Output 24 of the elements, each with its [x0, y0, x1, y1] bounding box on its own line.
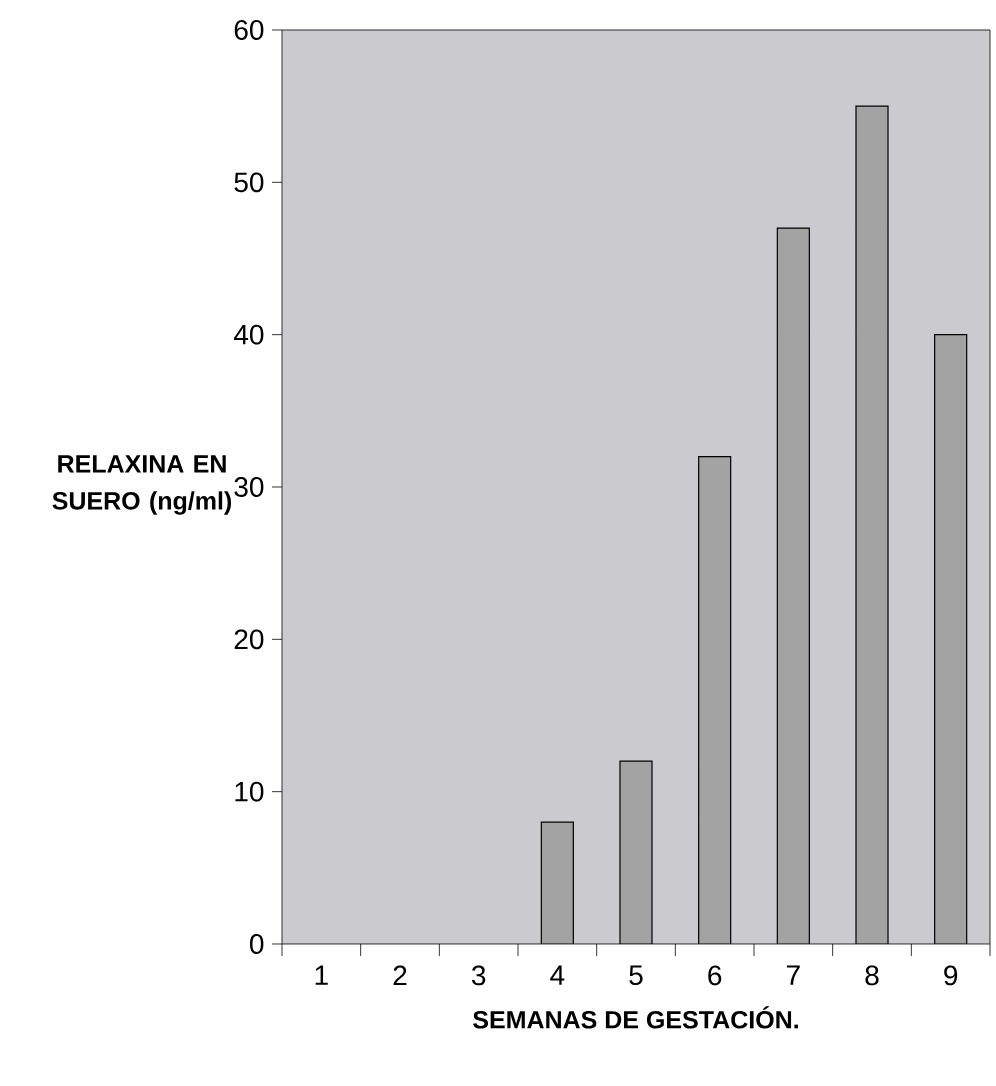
- y-tick-label: 50: [234, 172, 264, 193]
- x-tick-label: 1: [315, 965, 328, 985]
- bar: [619, 760, 653, 944]
- bar: [855, 105, 889, 944]
- x-tick-label: 3: [471, 965, 486, 986]
- y-tick-label: 0: [250, 934, 264, 954]
- x-tick-label: 9: [944, 965, 958, 986]
- y-tick-label: 10: [235, 781, 264, 802]
- x-tick-label: 5: [629, 965, 643, 986]
- y-tick-label: 20: [234, 629, 264, 650]
- y-tick-label: 30: [234, 477, 264, 497]
- y-tick-label: 60: [234, 20, 264, 40]
- bar: [776, 227, 810, 944]
- x-tick-label: 4: [550, 965, 565, 985]
- bar: [698, 455, 732, 944]
- x-tick-label: 7: [786, 965, 800, 985]
- x-tick-label: 6: [708, 965, 722, 986]
- bar: [540, 821, 574, 944]
- x-tick-label: 2: [393, 965, 407, 986]
- y-axis-title: RELAXINA EN SUERO (ng/ml): [52, 455, 232, 515]
- x-axis-title: SEMANAS DE GESTACIÓN.: [473, 1006, 798, 1029]
- x-tick-label: 8: [865, 965, 879, 986]
- y-tick-label: 40: [233, 324, 264, 345]
- bar: [934, 334, 968, 944]
